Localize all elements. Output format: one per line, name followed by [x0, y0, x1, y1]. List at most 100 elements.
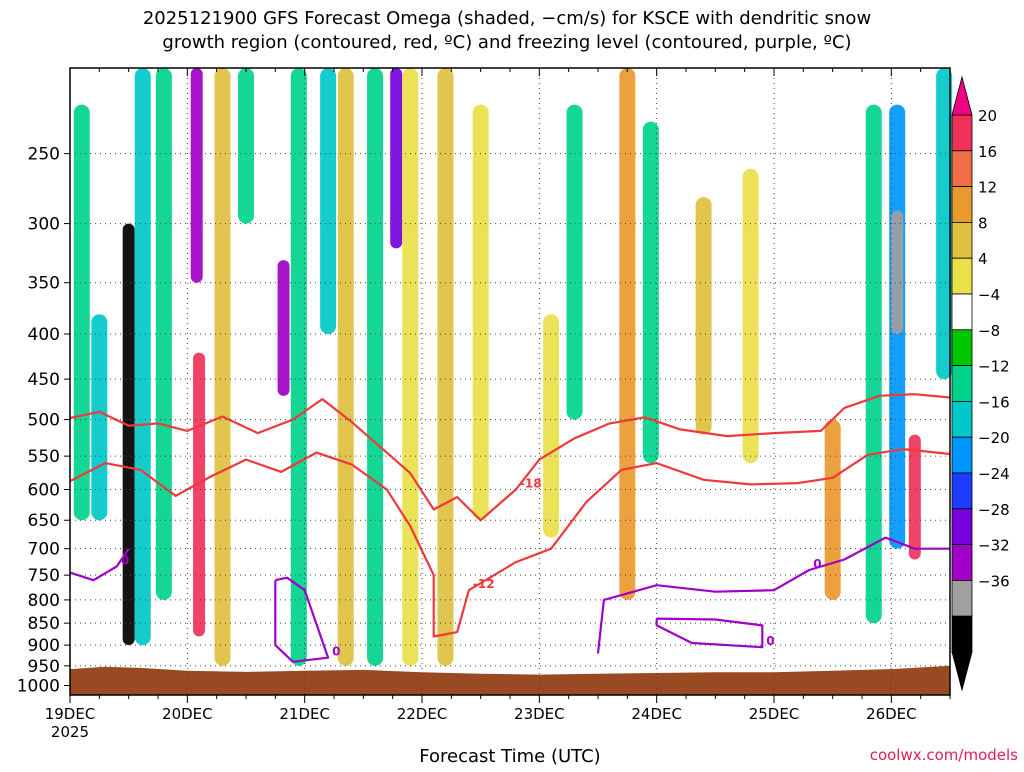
colorbar-label-9: −20 [978, 429, 1010, 447]
colorbar-label-13: −36 [978, 572, 1010, 590]
y-tick-label-12: 850 [28, 614, 60, 634]
contour-line-4 [596, 536, 950, 654]
contour-layer: -18 -12 0 0 0 0 [69, 393, 951, 663]
omega-streak-12 [337, 68, 354, 666]
contour-line-0 [69, 393, 951, 522]
contour-label-0: -18 [520, 477, 542, 491]
y-tick-label-0: 250 [28, 145, 60, 165]
colorbar-label-12: −32 [978, 537, 1010, 555]
omega-streak-1 [91, 314, 108, 521]
omega-streak-18 [543, 314, 560, 538]
y-tick-label-1: 300 [28, 215, 60, 235]
colorbar-bin-1 [951, 150, 973, 188]
colorbar-label-1: 16 [978, 143, 997, 161]
omega-streak-28 [908, 434, 921, 560]
colorbar-label-7: −12 [978, 358, 1010, 376]
colorbar-bin-8 [951, 400, 973, 438]
colorbar-bin-14 [951, 615, 973, 653]
contour-line-2 [69, 548, 130, 582]
omega-streak-2 [122, 223, 135, 646]
y-tick-label-9: 700 [28, 540, 60, 560]
omega-streak-3 [134, 68, 151, 646]
colorbar-label-3: 8 [978, 214, 988, 232]
colorbar-label-4: 4 [978, 250, 988, 268]
omega-streak-20 [619, 68, 636, 600]
omega-streak-4 [155, 68, 172, 600]
colorbar: 20 16 12 8 4 −4 −8 −12 −16 −20 −24 −28 −32 −36 [951, 75, 1010, 692]
omega-streak-7 [214, 68, 231, 666]
colorbar-label-10: −24 [978, 465, 1010, 483]
grid-layer [69, 68, 950, 695]
contour-line-1 [69, 448, 951, 638]
colorbar-bin-5 [951, 293, 973, 331]
chart-title-line-2: growth region (contoured, red, ºC) and f… [162, 32, 851, 53]
y-tick-label-11: 800 [28, 591, 60, 611]
omega-streak-17 [472, 104, 489, 521]
credit-text: coolwx.com/models [870, 746, 1018, 764]
omega-streak-0 [73, 104, 90, 521]
omega-streak-29 [936, 68, 953, 380]
y-tick-label-5: 500 [28, 411, 60, 431]
colorbar-bin-7 [951, 365, 973, 402]
plot-area [70, 68, 953, 695]
omega-streak-23 [742, 168, 759, 464]
colorbar-label-0: 20 [978, 107, 997, 125]
y-tick-label-2: 350 [28, 274, 60, 294]
omega-streak-27 [891, 210, 904, 334]
omega-streak-6 [193, 352, 206, 637]
y-tick-label-8: 650 [28, 511, 60, 531]
colorbar-bin-13 [951, 580, 973, 617]
y-tick-label-13: 900 [28, 636, 60, 656]
contour-label-1: -12 [473, 577, 495, 591]
colorbar-label-6: −8 [978, 322, 1000, 340]
omega-streak-21 [642, 121, 659, 464]
colorbar-bin-9 [951, 436, 973, 474]
chart-title-line-1: 2025121900 GFS Forecast Omega (shaded, −… [143, 8, 871, 29]
contour-label-3: 0 [332, 645, 340, 659]
y-tick-label-6: 550 [28, 447, 60, 467]
colorbar-label-11: −28 [978, 501, 1010, 519]
x-tick-label-7: 26DEC [866, 705, 917, 723]
x-tick-label-4: 23DEC [514, 705, 565, 723]
contour-line-5 [655, 617, 764, 649]
colorbar-label-2: 12 [978, 179, 997, 197]
omega-streak-25 [865, 104, 882, 624]
colorbar-bin-4 [951, 257, 973, 295]
colorbar-bottom-arrow [951, 651, 973, 692]
omega-streak-19 [566, 104, 583, 420]
x-tick-label-0: 19DEC [45, 705, 96, 723]
colorbar-bin-2 [951, 186, 973, 223]
omega-streak-9 [277, 260, 290, 396]
omega-streak-13 [367, 68, 384, 666]
x-tick-label-5: 24DEC [631, 705, 682, 723]
x-axis-label: Forecast Time (UTC) [419, 746, 600, 767]
x-tick-label-2: 21DEC [279, 705, 330, 723]
contour-label-2: 0 [121, 553, 129, 567]
x-tick-label-6: 25DEC [749, 705, 800, 723]
omega-streak-8 [238, 68, 254, 224]
colorbar-label-8: −16 [978, 393, 1010, 411]
y-tick-label-15: 1000 [17, 677, 60, 697]
x-tick-label-1: 20DEC [162, 705, 213, 723]
colorbar-bin-10 [951, 472, 973, 510]
y-tick-label-7: 600 [28, 481, 60, 501]
contour-label-4: 0 [813, 557, 821, 571]
x-tick-label-3: 22DEC [397, 705, 448, 723]
y-tick-label-3: 400 [28, 325, 60, 345]
colorbar-bin-6 [951, 329, 973, 366]
colorbar-bin-11 [951, 508, 973, 545]
omega-streak-14 [390, 68, 403, 249]
omega-streak-5 [190, 68, 203, 283]
colorbar-bin-0 [951, 114, 973, 152]
colorbar-bin-3 [951, 221, 973, 259]
omega-streak-16 [437, 68, 454, 666]
colorbar-bin-12 [951, 544, 973, 581]
omega-streak-24 [824, 419, 841, 600]
contour-label-5: 0 [766, 634, 774, 648]
y-tick-label-14: 950 [28, 657, 60, 677]
omega-streak-10 [290, 68, 307, 666]
omega-streak-22 [695, 197, 712, 435]
axis-layer: 2503003504004505005506006507007508008509… [17, 67, 951, 741]
